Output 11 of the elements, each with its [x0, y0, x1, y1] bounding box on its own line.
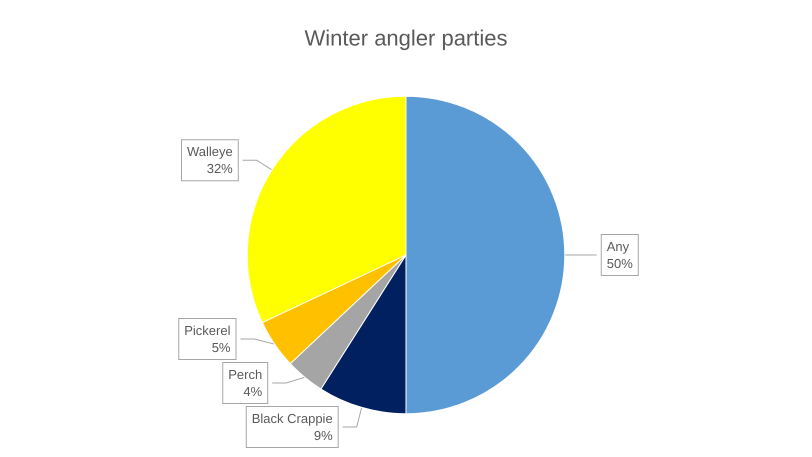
data-label: 32%: [206, 161, 234, 176]
chart-title: Winter angler parties: [304, 26, 508, 50]
data-label: 50%: [606, 256, 634, 271]
slice-label: Pickerel: [184, 323, 231, 338]
slice-label: Walleye: [186, 144, 233, 160]
data-label: 4%: [243, 384, 263, 399]
data-label: 5%: [212, 340, 231, 355]
slice-label: Black Crappie: [252, 411, 333, 426]
slice-label: Any: [606, 238, 630, 254]
slice-label: Perch: [228, 367, 262, 382]
data-label: 9%: [314, 428, 334, 443]
